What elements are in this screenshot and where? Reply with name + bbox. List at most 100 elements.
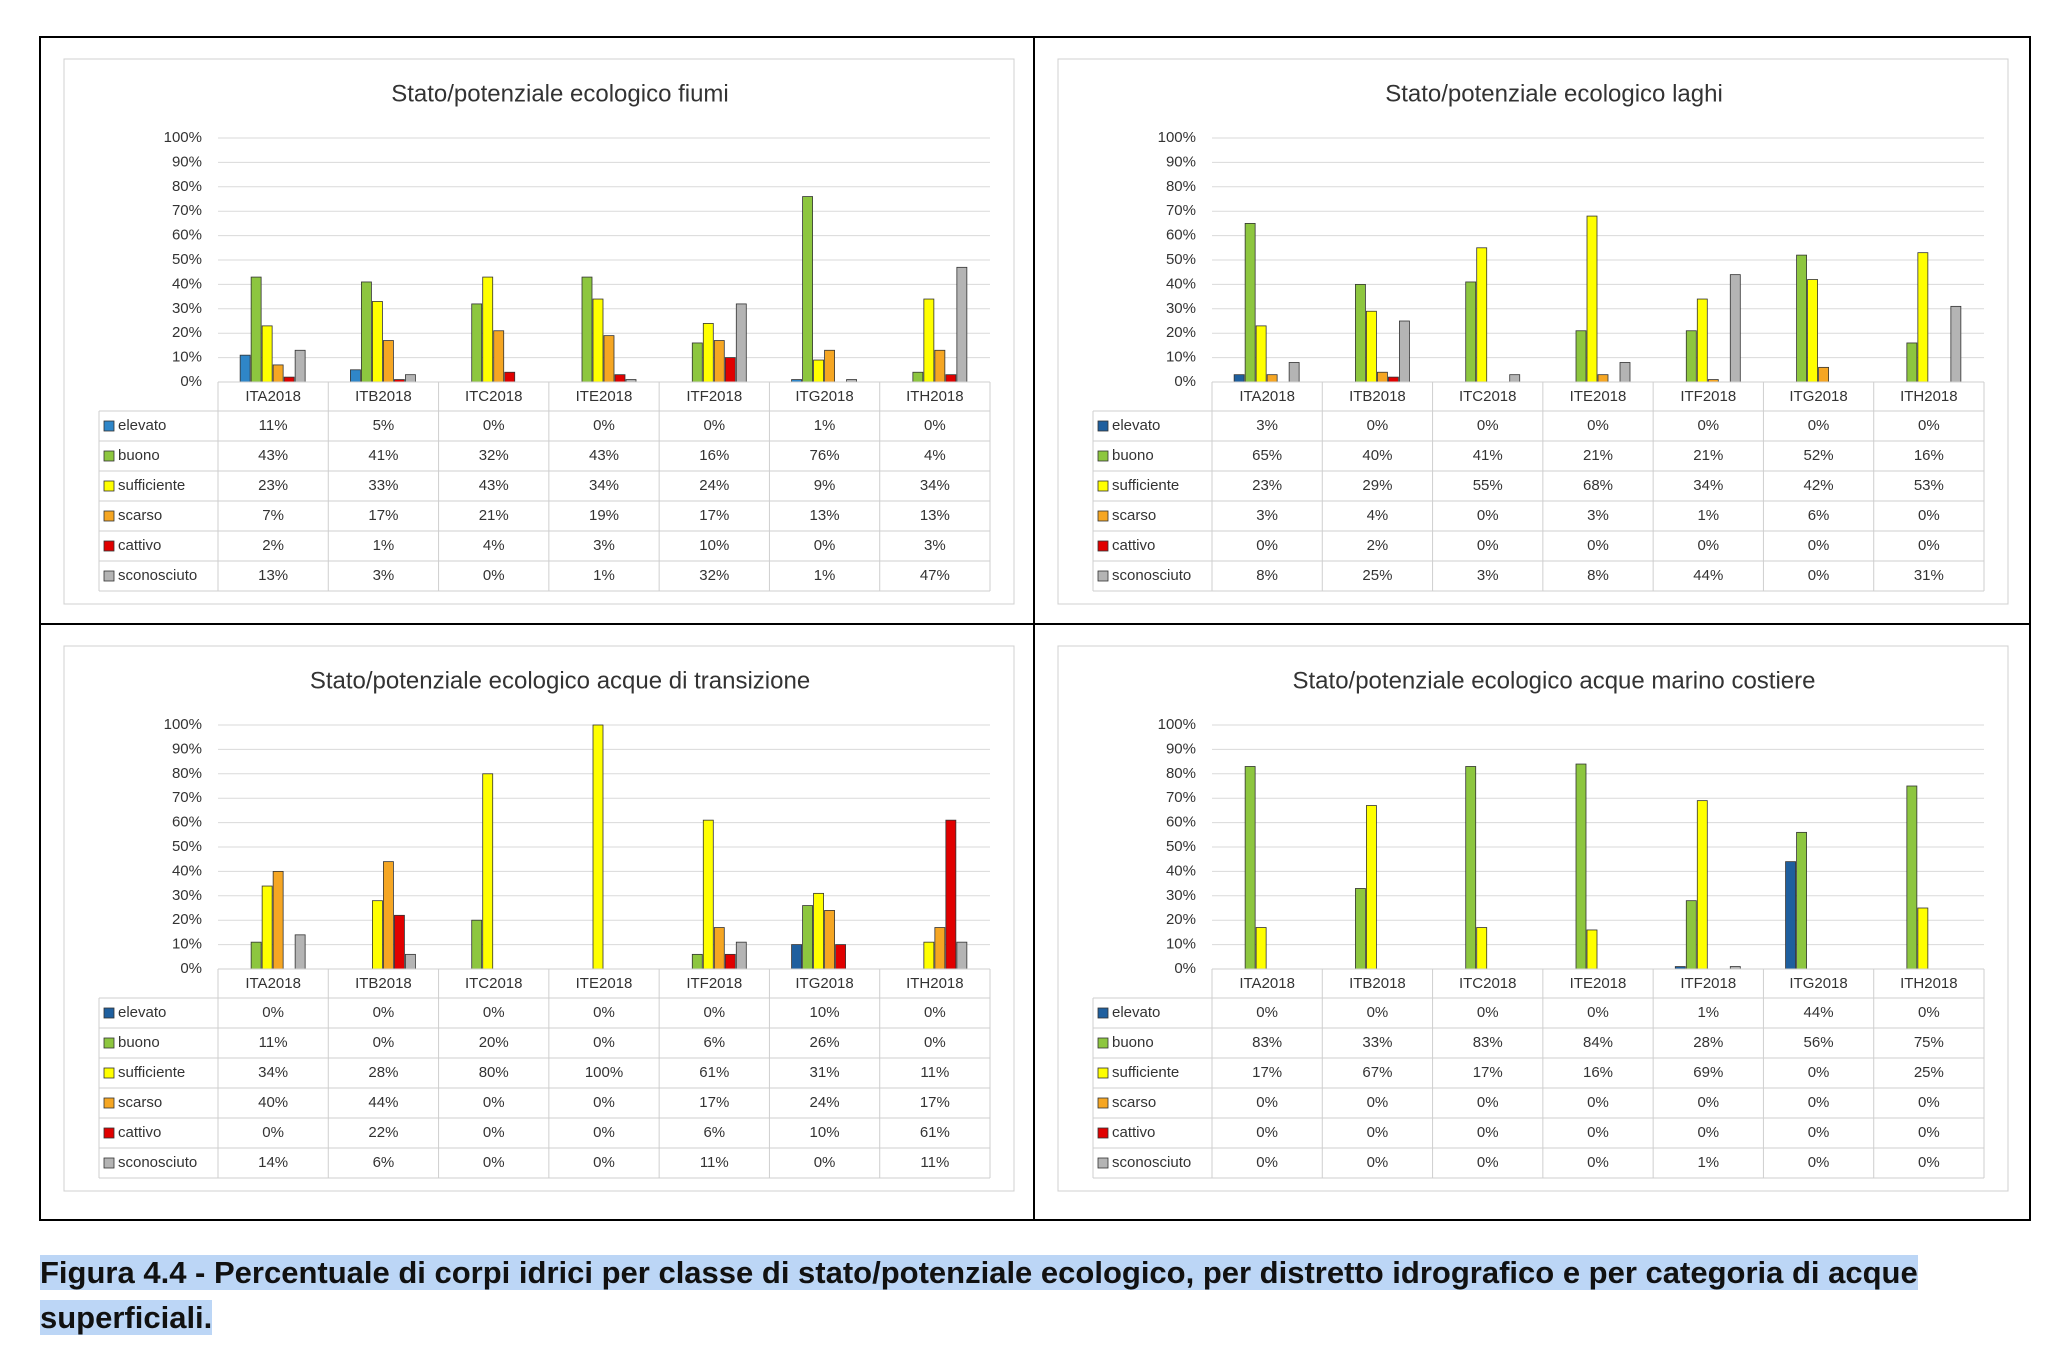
bar xyxy=(713,340,725,383)
bar xyxy=(1685,330,1697,383)
bar xyxy=(471,303,483,383)
table-value: 5% xyxy=(373,417,395,434)
y-tick-label: 40% xyxy=(1166,862,1196,879)
y-tick-label: 100% xyxy=(1158,129,1196,146)
bar xyxy=(1509,374,1521,383)
y-tick-label: 80% xyxy=(172,765,202,782)
y-tick-label: 40% xyxy=(172,862,202,879)
table-value: 1% xyxy=(593,567,615,584)
table-value: 40% xyxy=(258,1094,288,1111)
y-tick-label: 90% xyxy=(1166,740,1196,757)
bar xyxy=(724,357,736,383)
y-tick-label: 30% xyxy=(1166,300,1196,317)
table-value: 41% xyxy=(368,447,398,464)
x-tick-label: ITG2018 xyxy=(795,975,853,992)
x-tick-label: ITF2018 xyxy=(686,975,742,992)
table-value: 44% xyxy=(1693,567,1723,584)
table-value: 8% xyxy=(1587,567,1609,584)
table-value: 33% xyxy=(368,477,398,494)
chart-frame xyxy=(1057,645,2009,1192)
table-value: 0% xyxy=(593,1034,615,1051)
table-value: 2% xyxy=(262,537,284,554)
x-tick-label: ITG2018 xyxy=(1789,388,1847,405)
table-value: 0% xyxy=(1918,1124,1940,1141)
table-value: 11% xyxy=(920,1154,949,1171)
y-tick-label: 30% xyxy=(172,300,202,317)
bar xyxy=(1476,927,1488,970)
table-value: 0% xyxy=(1477,417,1499,434)
bar xyxy=(1366,310,1377,383)
table-value: 0% xyxy=(1918,1154,1940,1171)
table-value: 0% xyxy=(814,537,836,554)
legend-swatch xyxy=(1097,510,1109,522)
y-tick-label: 60% xyxy=(1166,814,1196,831)
table-value: 44% xyxy=(368,1094,398,1111)
table-value: 26% xyxy=(810,1034,840,1051)
legend-swatch xyxy=(1097,1037,1109,1049)
y-tick-label: 0% xyxy=(1174,373,1196,390)
table-value: 0% xyxy=(1918,417,1940,434)
bar xyxy=(1575,763,1587,970)
table-value: 1% xyxy=(814,567,836,584)
table-value: 6% xyxy=(703,1034,725,1051)
table-value: 31% xyxy=(810,1064,840,1081)
table-value: 19% xyxy=(589,507,619,524)
caption: Figura 4.4 - Percentuale di corpi idrici… xyxy=(40,1250,2040,1340)
bar xyxy=(1366,805,1377,970)
legend-label: elevato xyxy=(1112,417,1160,434)
bar xyxy=(294,349,306,383)
y-tick-label: 70% xyxy=(172,789,202,806)
x-tick-label: ITH2018 xyxy=(906,388,964,405)
bar xyxy=(1917,907,1929,970)
bar xyxy=(405,953,416,970)
legend-swatch xyxy=(1097,1127,1109,1139)
y-tick-label: 10% xyxy=(172,349,202,366)
legend-swatch xyxy=(103,1007,115,1019)
legend-label: elevato xyxy=(118,1004,166,1021)
bar xyxy=(1917,252,1929,383)
bar xyxy=(945,819,957,970)
table-value: 0% xyxy=(924,417,946,434)
table-value: 21% xyxy=(479,507,509,524)
table-value: 34% xyxy=(589,477,619,494)
y-tick-label: 100% xyxy=(164,716,202,733)
table-value: 20% xyxy=(479,1034,509,1051)
table-value: 24% xyxy=(699,477,729,494)
bar xyxy=(471,919,483,970)
legend-label: sconosciuto xyxy=(1112,1154,1191,1171)
table-value: 0% xyxy=(593,1154,615,1171)
bar xyxy=(934,349,946,383)
table-value: 21% xyxy=(1583,447,1613,464)
x-tick-label: ITF2018 xyxy=(1680,975,1736,992)
legend-label: cattivo xyxy=(1112,1124,1155,1141)
bar xyxy=(405,374,416,383)
table-value: 84% xyxy=(1583,1034,1613,1051)
x-tick-label: ITA2018 xyxy=(1239,975,1295,992)
bar xyxy=(581,276,593,383)
legend-swatch xyxy=(103,510,115,522)
table-value: 0% xyxy=(1697,1124,1719,1141)
table-value: 53% xyxy=(1914,477,1944,494)
x-tick-label: ITB2018 xyxy=(355,975,412,992)
chart-title: Stato/potenziale ecologico laghi xyxy=(1385,80,1723,107)
bar xyxy=(835,944,846,970)
y-tick-label: 20% xyxy=(1166,911,1196,928)
bar xyxy=(1255,927,1267,970)
x-tick-label: ITB2018 xyxy=(1349,975,1406,992)
table-value: 10% xyxy=(810,1124,840,1141)
x-tick-label: ITC2018 xyxy=(1459,388,1517,405)
table-value: 22% xyxy=(368,1124,398,1141)
table-value: 56% xyxy=(1804,1034,1834,1051)
bar xyxy=(261,885,273,970)
table-value: 0% xyxy=(483,1094,505,1111)
bar xyxy=(239,354,251,383)
bar xyxy=(735,941,747,970)
table-value: 80% xyxy=(479,1064,509,1081)
table-value: 11% xyxy=(259,417,288,434)
table-value: 1% xyxy=(1697,507,1719,524)
chart-frame xyxy=(63,645,1015,1192)
table-value: 1% xyxy=(1697,1004,1719,1021)
legend-label: elevato xyxy=(118,417,166,434)
legend-label: cattivo xyxy=(118,1124,161,1141)
y-tick-label: 50% xyxy=(1166,838,1196,855)
